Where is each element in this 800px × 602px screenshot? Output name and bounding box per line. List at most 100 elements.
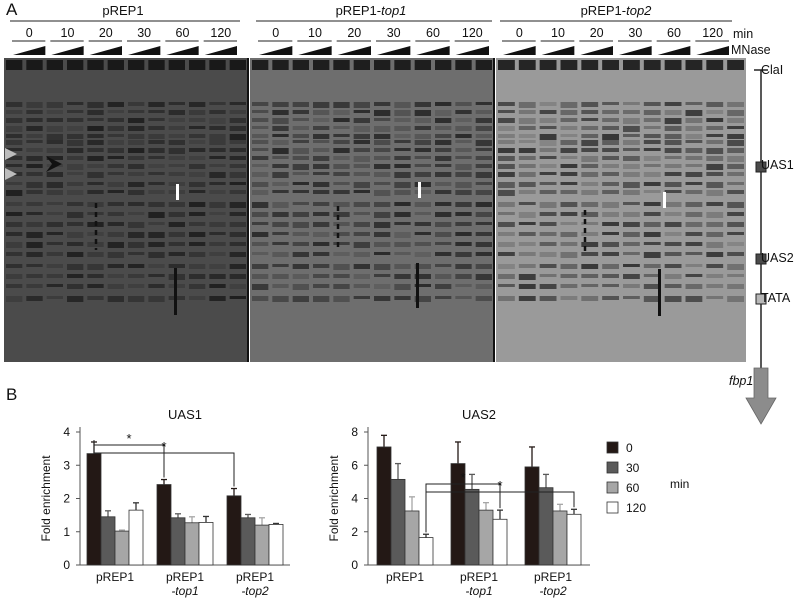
significance-star: * xyxy=(497,478,502,493)
gel-well xyxy=(414,60,431,70)
gel-band xyxy=(272,284,289,288)
category-label: pREP1 xyxy=(386,570,424,584)
gel-band xyxy=(435,222,452,227)
gel-band xyxy=(272,102,289,107)
y-tick-label: 8 xyxy=(351,425,358,439)
gel-band xyxy=(706,264,724,268)
gel-band xyxy=(664,140,682,145)
gel-well xyxy=(168,60,185,70)
gel-band xyxy=(394,222,411,225)
gel-band xyxy=(475,212,492,217)
gel-band xyxy=(26,172,43,176)
gel-band xyxy=(560,118,578,122)
legend: 0 30 60 120 min xyxy=(606,441,689,515)
gel-band xyxy=(46,172,63,177)
gel-band xyxy=(87,156,104,161)
gel-band xyxy=(643,252,661,258)
gel-band xyxy=(560,274,578,278)
gel-band xyxy=(272,252,289,257)
gel-well xyxy=(26,60,43,70)
gel-band xyxy=(374,296,391,301)
gel-band xyxy=(333,296,350,302)
significance-star: * xyxy=(460,470,465,485)
gel-band xyxy=(46,182,63,188)
gel-band xyxy=(498,274,515,279)
gel-band xyxy=(623,190,640,195)
gel-band xyxy=(128,212,145,215)
gel-band xyxy=(209,274,226,279)
bar xyxy=(268,524,284,566)
gel-band xyxy=(67,164,84,170)
gel-band xyxy=(209,232,226,235)
uas2-box xyxy=(755,253,767,265)
gel-band xyxy=(581,110,599,114)
gel-band xyxy=(560,212,578,216)
panel-b-label: B xyxy=(6,385,18,404)
gel-band xyxy=(394,164,411,168)
gel-band xyxy=(252,252,269,255)
gel-band xyxy=(581,252,599,256)
gel-band xyxy=(643,242,661,245)
black-bar-marker xyxy=(658,269,661,316)
gel-band xyxy=(189,126,206,129)
gel-band xyxy=(706,110,724,114)
gel-band xyxy=(685,232,703,236)
gel-band xyxy=(209,140,226,145)
gel-band xyxy=(189,284,206,289)
gel-well xyxy=(581,60,599,70)
gel-band xyxy=(643,182,661,186)
gel-band xyxy=(664,284,682,288)
gel-band xyxy=(6,212,23,216)
gel-band xyxy=(475,110,492,114)
gel-band xyxy=(435,296,452,299)
gel-band xyxy=(643,264,661,268)
gel-band xyxy=(313,252,330,256)
gel-band xyxy=(539,242,557,246)
gel-band xyxy=(272,148,289,154)
category-label: pREP1 xyxy=(534,570,572,584)
gel-band xyxy=(374,284,391,289)
bar xyxy=(170,517,186,566)
mnase-wedge xyxy=(416,46,450,55)
gel-band xyxy=(685,264,703,267)
gel-band xyxy=(353,222,370,227)
gel-band xyxy=(498,264,515,269)
gel-band xyxy=(581,148,599,152)
gel-band xyxy=(26,140,43,143)
gel-band xyxy=(229,118,246,123)
gel-band xyxy=(727,190,744,194)
gel-band xyxy=(209,296,226,301)
y-tick-label: 6 xyxy=(351,458,358,472)
gel-band xyxy=(727,102,744,107)
gel-band xyxy=(87,118,104,121)
gel-band xyxy=(313,156,330,161)
gel-band xyxy=(26,164,43,168)
gel-band xyxy=(664,264,682,268)
gel-band xyxy=(189,140,206,144)
gel-band xyxy=(168,140,185,145)
legend-label: 120 xyxy=(626,501,646,515)
gel-band xyxy=(374,182,391,185)
mnase-wedge xyxy=(337,46,371,55)
gel-well xyxy=(128,60,145,70)
gel-band xyxy=(664,242,682,246)
gel-band xyxy=(518,242,536,246)
bar xyxy=(492,518,508,566)
gel-band xyxy=(475,164,492,168)
gel-band xyxy=(518,140,536,143)
gel-band xyxy=(46,232,63,235)
gel-band xyxy=(475,140,492,146)
gel-band xyxy=(560,164,578,168)
gel-band xyxy=(581,182,599,186)
gel-band xyxy=(374,148,391,152)
gel-band xyxy=(706,242,724,248)
mnase-wedge xyxy=(503,46,536,55)
gel-band xyxy=(539,148,557,152)
gel-band xyxy=(67,274,84,278)
gel-band xyxy=(498,212,515,215)
black-bar-marker xyxy=(174,268,177,315)
time-label: 20 xyxy=(98,26,113,40)
gel-band xyxy=(252,126,269,129)
gel-band xyxy=(46,212,63,215)
gel-band xyxy=(455,118,472,122)
